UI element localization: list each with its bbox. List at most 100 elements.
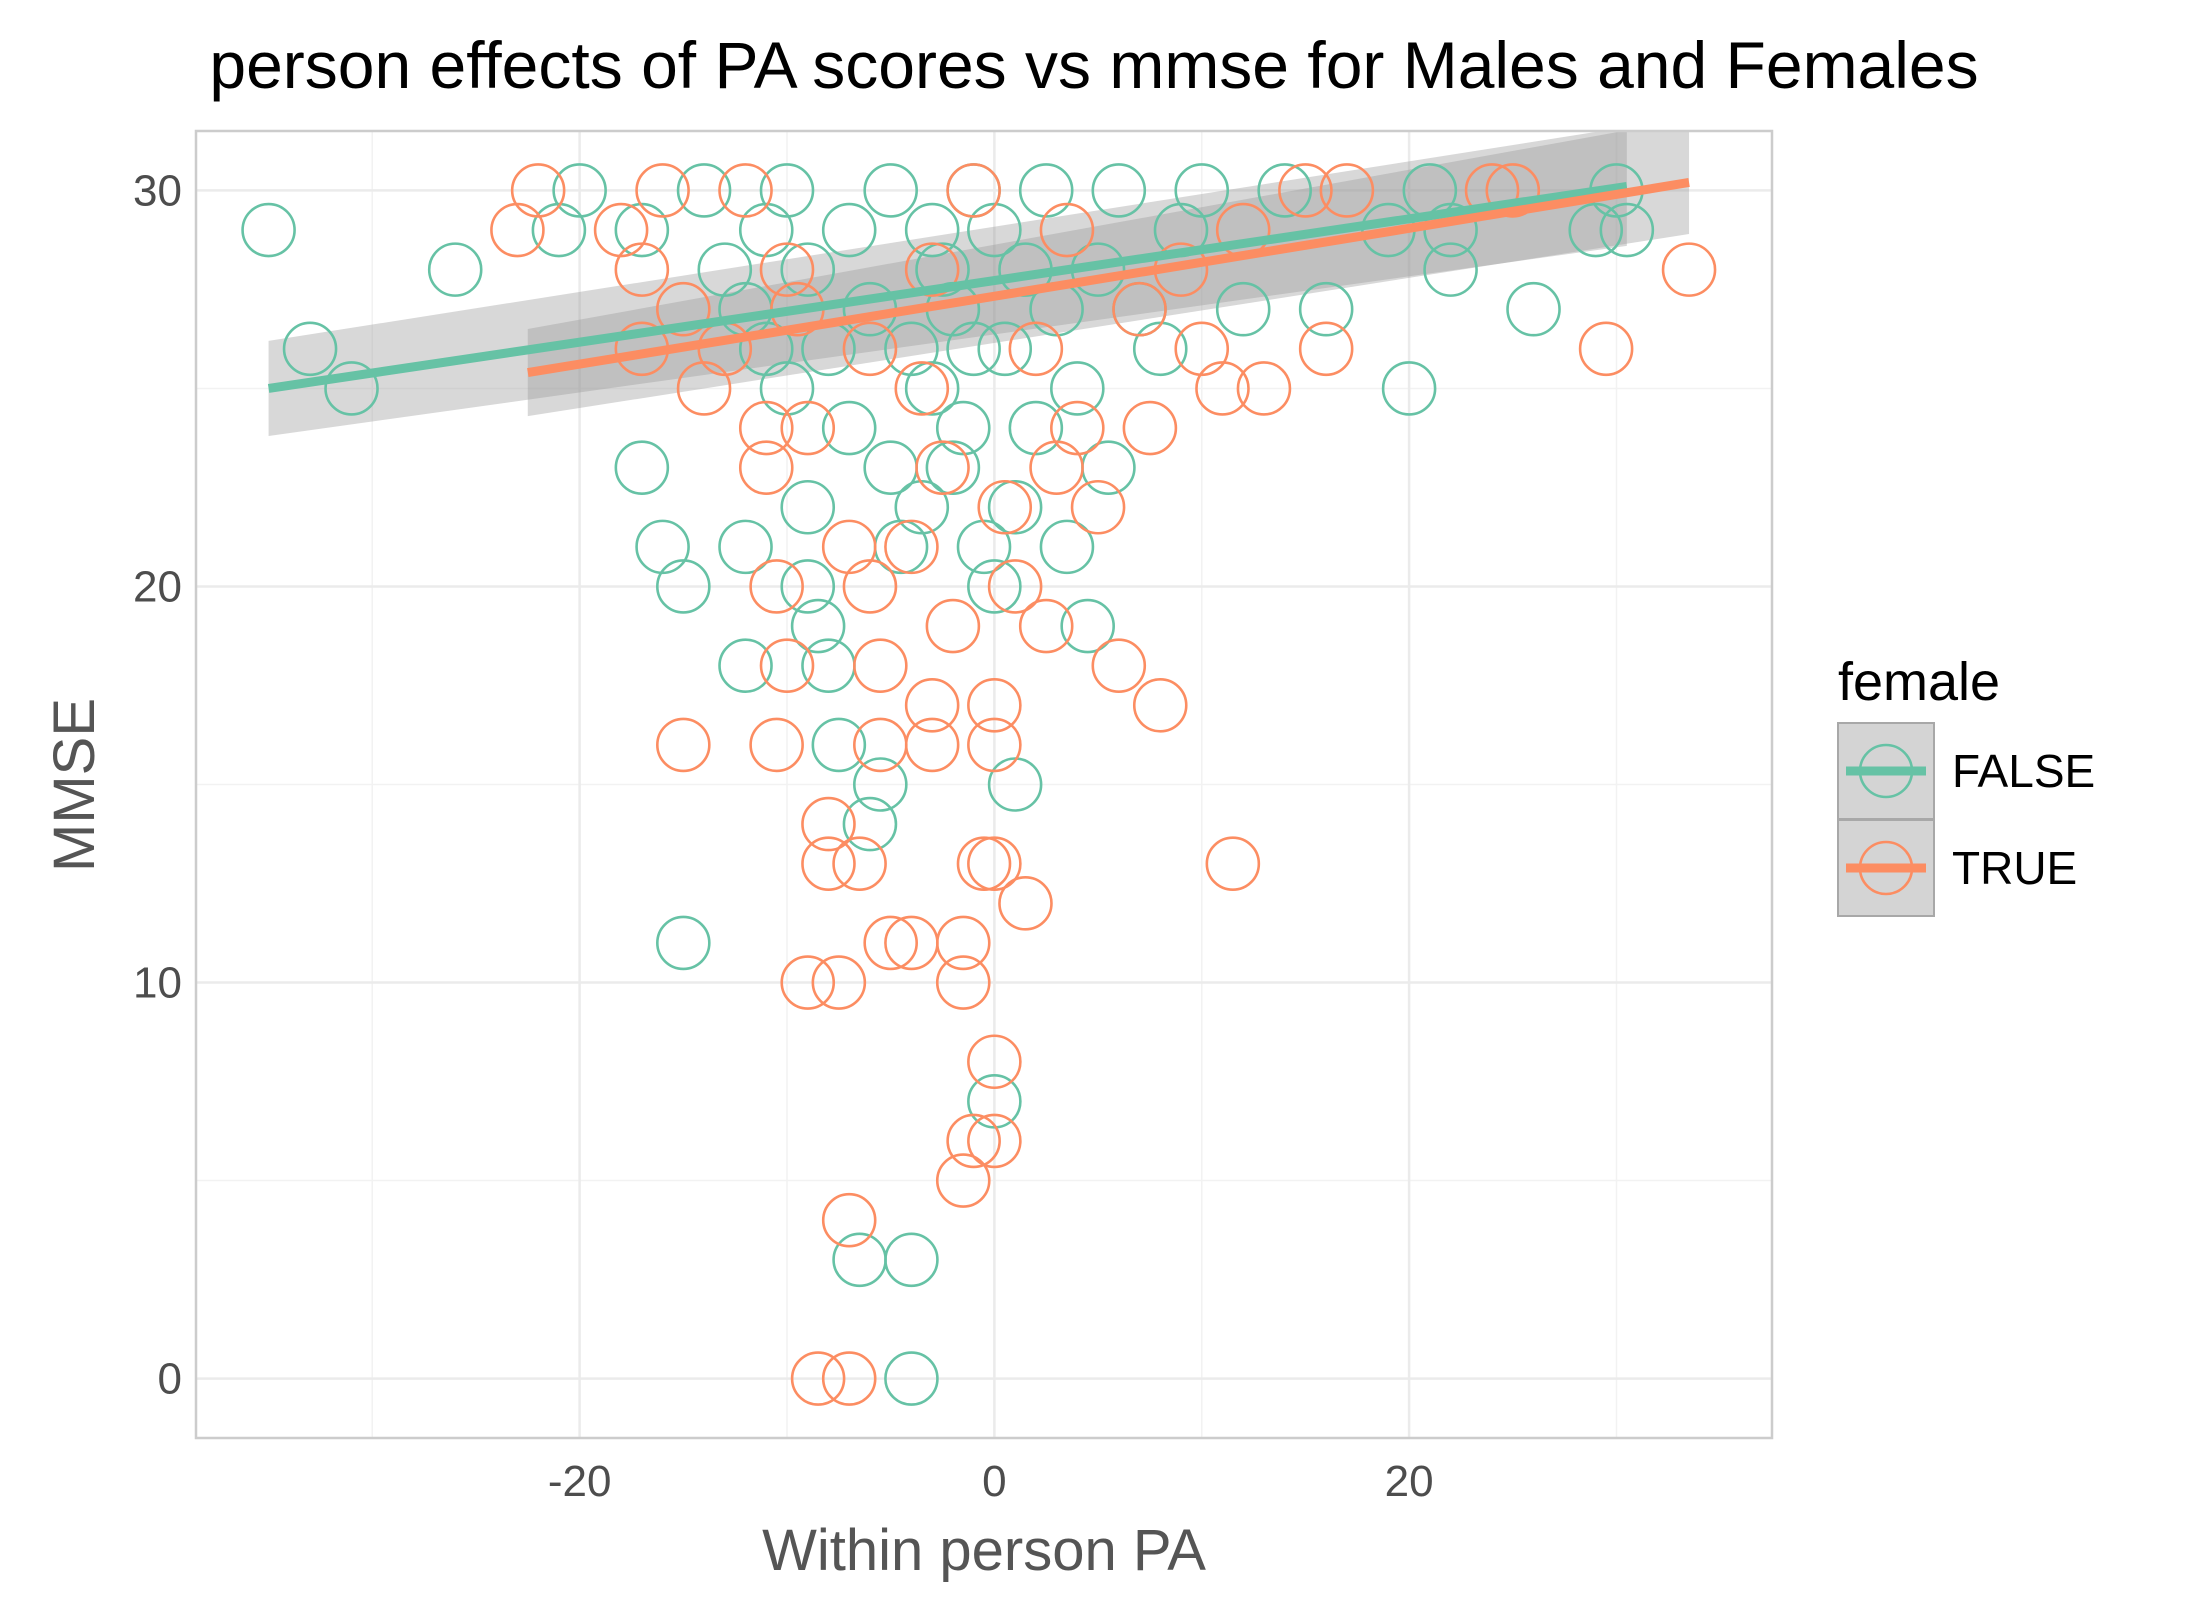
data-point-true	[935, 955, 991, 1010]
trend-line-false	[267, 181, 1628, 393]
data-point-true	[904, 717, 960, 773]
data-point-true	[1236, 361, 1292, 416]
data-points	[241, 163, 1717, 1406]
legend-label-false: FALSE	[1952, 745, 2095, 797]
data-point-false	[987, 479, 1043, 535]
data-point-true	[749, 559, 804, 614]
data-point-true	[935, 1153, 991, 1208]
data-point-true	[1008, 321, 1064, 377]
data-point-false	[241, 202, 296, 258]
gridlines	[196, 131, 1772, 1438]
data-point-true	[904, 677, 960, 733]
data-point-true	[510, 163, 566, 218]
data-point-false	[1381, 361, 1437, 416]
data-point-true	[1018, 598, 1074, 654]
data-point-true	[987, 559, 1043, 614]
data-point-false	[1506, 281, 1561, 337]
data-point-false	[967, 559, 1022, 614]
data-point-false	[904, 202, 960, 258]
data-point-true	[656, 281, 711, 337]
y-axis-title: MMSE	[42, 698, 107, 872]
data-point-false	[1091, 163, 1147, 218]
data-point-true	[738, 440, 794, 495]
data-point-false	[884, 1351, 939, 1406]
data-point-true	[1112, 281, 1167, 337]
data-point-true	[915, 440, 970, 495]
data-point-false	[842, 796, 898, 852]
data-point-true	[1578, 321, 1634, 377]
data-point-true	[935, 915, 991, 971]
data-point-false	[863, 163, 918, 218]
x-axis-title: Within person PA	[762, 1518, 1206, 1583]
data-point-true	[656, 717, 711, 773]
data-point-false	[427, 242, 483, 297]
data-point-false	[790, 598, 846, 654]
x-tick-label: 0	[982, 1457, 1006, 1506]
data-point-true	[1661, 242, 1717, 297]
data-point-true	[1050, 400, 1105, 456]
data-point-true	[967, 677, 1022, 733]
data-point-false	[884, 1232, 939, 1288]
data-point-true	[904, 242, 960, 297]
trend-lines	[267, 178, 1690, 393]
data-point-false	[780, 479, 836, 535]
data-point-false	[676, 163, 732, 218]
y-tick-label: 0	[158, 1355, 182, 1404]
data-point-true	[946, 163, 1001, 218]
data-point-true	[956, 836, 1012, 892]
chart-title: person effects of PA scores vs mmse for …	[209, 28, 1978, 102]
data-point-true	[967, 1034, 1022, 1090]
data-point-false	[1599, 202, 1655, 258]
data-point-true	[1298, 321, 1354, 377]
legend: female FALSE TRUE	[1837, 652, 2095, 917]
plot-border	[194, 129, 1774, 1440]
data-point-false	[1298, 281, 1354, 337]
data-point-false	[1174, 163, 1230, 218]
data-point-true	[1070, 479, 1126, 535]
legend-label-true: TRUE	[1952, 842, 2077, 894]
data-point-true	[1122, 400, 1178, 456]
data-point-false	[1257, 163, 1312, 218]
data-point-false	[853, 757, 908, 812]
data-point-false	[915, 242, 970, 297]
data-point-true	[801, 836, 856, 892]
data-point-true	[832, 836, 887, 892]
data-point-true	[998, 876, 1053, 931]
data-point-true	[635, 163, 690, 218]
data-point-true	[894, 361, 950, 416]
data-point-true	[967, 717, 1022, 773]
data-point-true	[801, 796, 856, 852]
data-point-true	[790, 1351, 846, 1406]
data-point-true	[821, 1192, 877, 1248]
data-point-true	[1132, 677, 1188, 733]
data-point-true	[967, 1113, 1022, 1169]
x-tick-label: -20	[548, 1457, 612, 1506]
y-tick-label: 10	[133, 959, 182, 1008]
data-point-false	[1423, 242, 1478, 297]
data-point-true	[718, 163, 773, 218]
data-point-true	[925, 598, 981, 654]
y-tick-label: 20	[133, 562, 182, 611]
data-point-true	[1091, 638, 1147, 693]
data-point-false	[656, 915, 711, 971]
data-point-true	[1278, 163, 1333, 218]
data-point-false	[1215, 281, 1271, 337]
data-point-false	[780, 559, 836, 614]
x-tick-label: 20	[1385, 1457, 1434, 1506]
data-point-false	[718, 519, 773, 575]
y-axis-ticks: 0 10 20 30	[133, 166, 182, 1403]
data-point-true	[863, 915, 918, 971]
y-tick-label: 30	[133, 166, 182, 215]
data-point-true	[759, 242, 815, 297]
data-point-false	[656, 559, 711, 614]
data-point-true	[759, 638, 815, 693]
data-point-false	[821, 400, 877, 456]
x-axis-ticks: -20 0 20	[548, 1457, 1434, 1506]
data-point-false	[324, 361, 379, 416]
data-point-false	[946, 321, 1001, 377]
data-point-true	[1039, 202, 1095, 258]
data-point-true	[749, 717, 804, 773]
legend-title: female	[1838, 652, 2000, 712]
data-point-true	[842, 321, 898, 377]
data-point-true	[1319, 163, 1375, 218]
